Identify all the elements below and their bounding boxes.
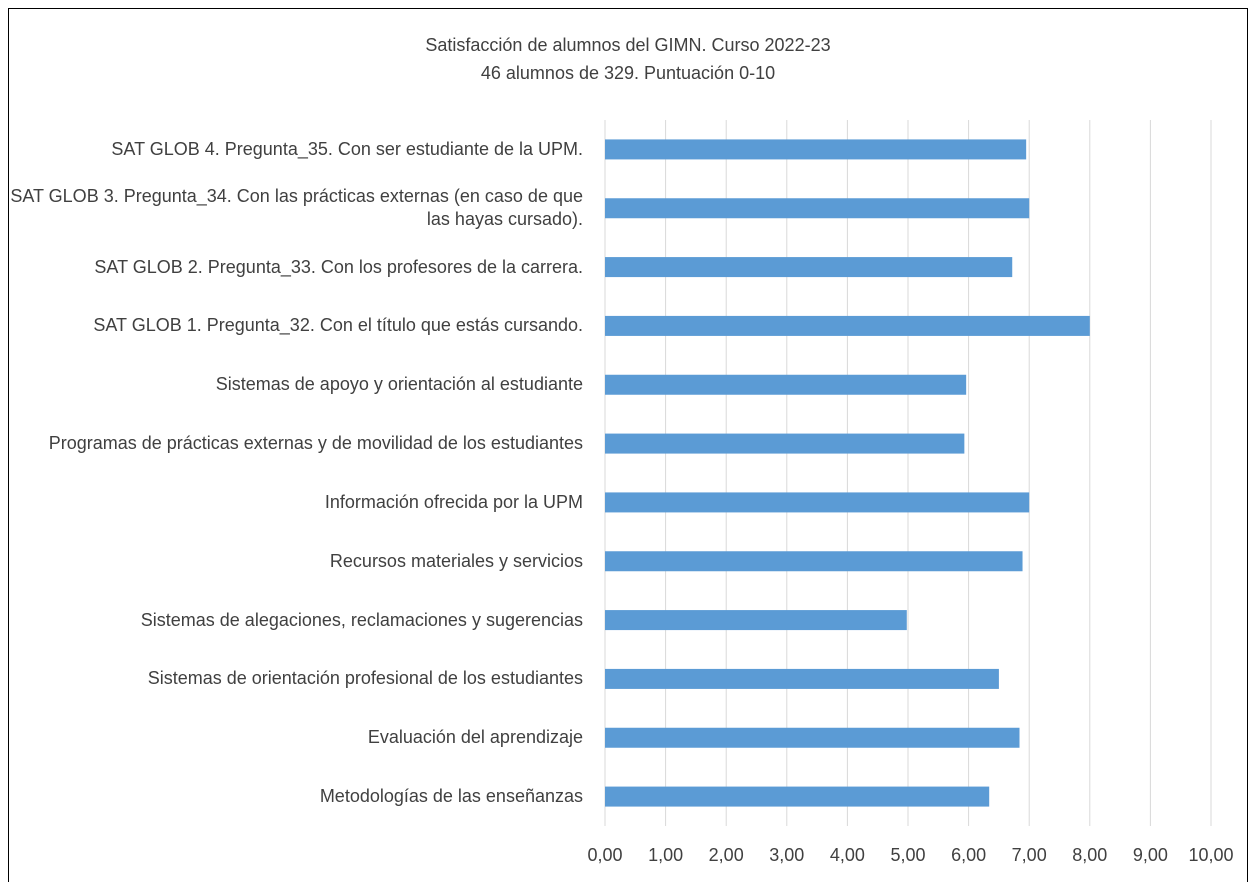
x-tick-label: 8,00	[1072, 845, 1107, 865]
x-tick-label: 10,00	[1188, 845, 1233, 865]
bar	[605, 492, 1030, 513]
x-tick-label: 2,00	[709, 845, 744, 865]
y-tick-label: SAT GLOB 4. Pregunta_35. Con ser estudia…	[111, 138, 583, 159]
y-tick-label: Programas de prácticas externas y de mov…	[48, 433, 583, 454]
x-tick-label: 7,00	[1012, 845, 1047, 865]
y-tick-label: Metodologías de las enseñanzas	[319, 786, 583, 807]
bar	[605, 257, 1013, 278]
chart-border	[8, 8, 1248, 882]
bar	[605, 727, 1020, 748]
bar	[605, 433, 965, 454]
bar	[605, 139, 1027, 160]
y-tick-label: Recursos materiales y servicios	[329, 550, 583, 571]
y-tick-label: Evaluación del aprendizaje	[367, 727, 583, 748]
x-tick-label: 5,00	[890, 845, 925, 865]
y-tick-label: SAT GLOB 2. Pregunta_33. Con los profeso…	[94, 256, 583, 277]
x-tick-label: 6,00	[951, 845, 986, 865]
chart-subtitle: 46 alumnos de 329. Puntuación 0-10	[480, 63, 776, 83]
bar	[605, 374, 967, 395]
y-tick-label: Sistemas de orientación profesional de l…	[147, 668, 583, 689]
y-tick-label: SAT GLOB 3. Pregunta_34. Con las práctic…	[10, 186, 583, 230]
bar	[605, 315, 1090, 336]
bar	[605, 668, 999, 689]
y-tick-label: Información ofrecida por la UPM	[324, 491, 583, 512]
y-tick-label: Sistemas de apoyo y orientación al estud…	[215, 374, 583, 395]
chart-title: Satisfacción de alumnos del GIMN. Curso …	[425, 35, 831, 55]
bar	[605, 198, 1030, 219]
x-tick-label: 0,00	[587, 845, 622, 865]
bar	[605, 551, 1023, 572]
x-tick-label: 9,00	[1133, 845, 1168, 865]
y-tick-label: SAT GLOB 1. Pregunta_32. Con el título q…	[93, 315, 583, 336]
x-tick-label: 1,00	[648, 845, 683, 865]
bar	[605, 610, 907, 631]
x-tick-label: 3,00	[769, 845, 804, 865]
y-tick-label: Sistemas de alegaciones, reclamaciones y…	[140, 609, 583, 630]
x-tick-label: 4,00	[830, 845, 865, 865]
bar	[605, 786, 990, 807]
